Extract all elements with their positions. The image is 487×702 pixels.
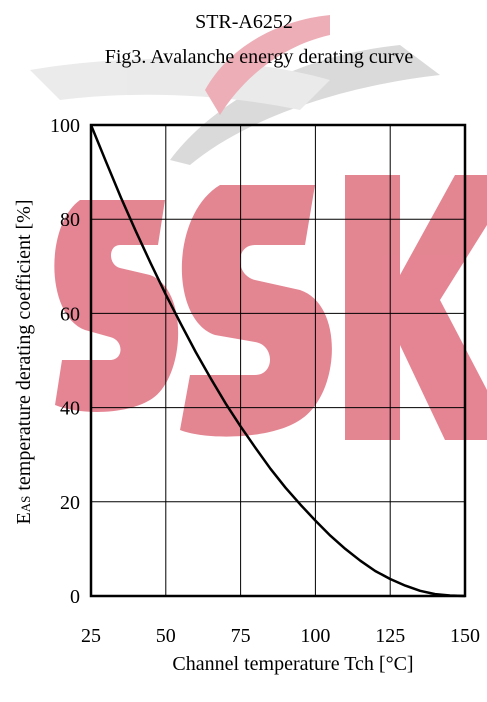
watermark-logo xyxy=(30,15,487,440)
y-tick-label-0: 0 xyxy=(70,586,80,608)
y-axis-label-text: temperature derating coefficient [%] xyxy=(13,200,35,496)
x-tick-label-50: 50 xyxy=(156,625,176,647)
y-axis-label: EAS temperature derating coefficient [%] xyxy=(13,200,35,525)
x-tick-label-75: 75 xyxy=(231,625,251,647)
y-tick-label-20: 20 xyxy=(60,492,80,514)
grid-lines xyxy=(91,125,465,596)
y-axis-label-subscript: AS xyxy=(18,496,33,513)
x-tick-label-25: 25 xyxy=(81,625,101,647)
x-tick-label-150: 150 xyxy=(450,625,480,647)
y-axis-label-symbol: E xyxy=(13,512,35,524)
chart-title: STR-A6252 xyxy=(195,11,293,33)
plot-frame xyxy=(89,123,467,598)
chart-subtitle: Fig3. Avalanche energy derating curve xyxy=(105,46,414,68)
x-tick-label-125: 125 xyxy=(375,625,405,647)
x-axis-label: Channel temperature Tch [°C] xyxy=(172,653,413,675)
y-tick-labels: 0 20 40 60 80 100 xyxy=(50,115,80,608)
y-tick-label-40: 40 xyxy=(60,398,80,420)
series-line-derating xyxy=(89,124,466,598)
x-tick-labels: 25 50 75 100 125 150 xyxy=(81,625,480,647)
x-tick-label-100: 100 xyxy=(300,625,330,647)
y-tick-label-100: 100 xyxy=(50,115,80,137)
y-tick-label-80: 80 xyxy=(60,209,80,231)
y-tick-label-60: 60 xyxy=(60,303,80,325)
